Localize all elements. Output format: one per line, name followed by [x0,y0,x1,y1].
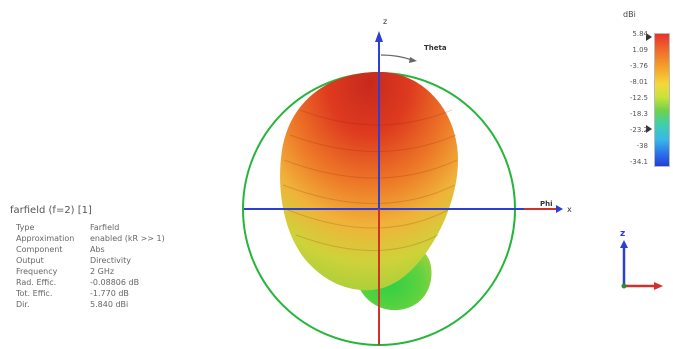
colorbar-tick: -23.2 [629,126,648,134]
colorbar-tick: -18.3 [629,110,648,118]
colorbar-tick: -38 [636,142,648,150]
z-axis-arrowhead [375,31,383,42]
info-value: enabled (kR >> 1) [90,234,165,243]
info-key: Rad. Effic. [16,278,57,287]
triad-z-label: z [620,229,625,239]
info-value: 2 GHz [90,267,115,276]
farfield-info-panel: farfield (f=2) [1] Type Farfield Approxim… [10,205,240,310]
info-value: -0.08806 dB [90,278,140,287]
info-value: Directivity [90,256,132,265]
colorbar-max-marker[interactable] [646,33,652,41]
info-rows: Type Farfield Approximation enabled (kR >>… [10,222,240,310]
z-axis-label: z [383,17,387,26]
theta-arrowhead [409,57,417,63]
info-row-output: Output Directivity [10,255,240,266]
colorbar-tick: 5.84 [632,30,648,38]
colorbar-tick: -34.1 [629,158,648,166]
info-key: Dir. [16,300,30,309]
pattern-contour-lines [282,109,458,251]
colorbar-tick: -12.5 [629,94,648,102]
colorbar-tick: -8.01 [629,78,648,86]
info-row-type: Type Farfield [10,222,240,233]
info-key: Approximation [16,234,75,243]
axis-triad: z [620,229,663,290]
info-key: Tot. Effic. [16,289,53,298]
info-row-tot-effic: Tot. Effic. -1.770 dB [10,288,240,299]
colorbar-min-marker[interactable] [646,125,652,133]
info-key: Frequency [16,267,58,276]
colorbar-tick: -3.76 [629,62,648,70]
info-value: Farfield [90,223,120,232]
colorbar[interactable] [654,33,670,167]
theta-label: Theta [424,44,447,52]
info-value: Abs [90,245,105,254]
colorbar-tick: 1.09 [632,46,648,54]
phi-label: Phi [540,200,553,208]
info-key: Type [16,223,35,232]
info-row-dir: Dir. 5.840 dBi [10,299,240,310]
farfield-title: farfield (f=2) [1] [10,205,92,216]
info-row-rad-effic: Rad. Effic. -0.08806 dB [10,277,240,288]
info-value: -1.770 dB [90,289,129,298]
colorbar-unit: dBi [623,10,636,19]
pattern-main-lobe [280,72,458,291]
phi-arrowhead [556,205,563,213]
info-row-approximation: Approximation enabled (kR >> 1) [10,233,240,244]
theta-arc-arrow [380,54,413,61]
info-key: Output [16,256,44,265]
info-row-component: Component Abs [10,244,240,255]
info-row-frequency: Frequency 2 GHz [10,266,240,277]
info-key: Component [16,245,63,254]
x-axis-label: x [567,205,572,214]
info-value: 5.840 dBi [90,300,129,309]
